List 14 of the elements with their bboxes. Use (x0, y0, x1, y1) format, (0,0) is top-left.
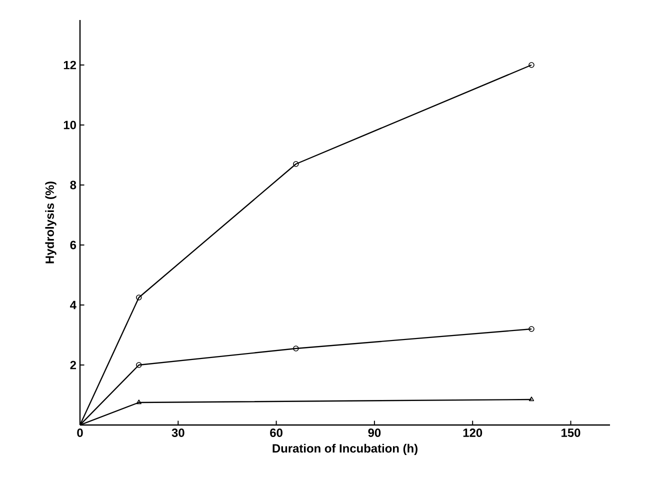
x-axis-title: Duration of Incubation (h) (272, 444, 418, 455)
x-tick-label: 0 (77, 428, 83, 437)
x-tick-label: 30 (172, 428, 184, 438)
x-tick-label: 60 (270, 428, 282, 437)
y-tick-label: 12 (64, 60, 76, 70)
x-tick-label: 150 (562, 428, 580, 437)
y-tick-label: 2 (70, 360, 76, 370)
x-tick-label: 90 (368, 428, 381, 437)
y-tick-label: 10 (64, 120, 76, 130)
y-tick-label: 4 (70, 300, 76, 310)
x-tick-label: 120 (463, 428, 482, 437)
y-tick-label: 8 (70, 180, 76, 190)
y-axis-title: Hydrolysis (%) (45, 182, 56, 264)
y-tick-label: 6 (70, 240, 76, 250)
